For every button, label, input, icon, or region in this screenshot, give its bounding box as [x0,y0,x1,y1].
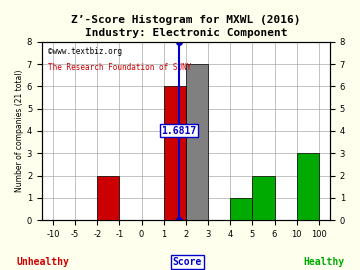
Bar [252,176,275,220]
Bar [297,153,319,220]
Bar [230,198,252,220]
Y-axis label: Number of companies (21 total): Number of companies (21 total) [15,70,24,192]
Text: Unhealthy: Unhealthy [17,257,69,267]
Bar [97,176,120,220]
Text: Score: Score [172,257,202,267]
Title: Z’-Score Histogram for MXWL (2016)
Industry: Electronic Component: Z’-Score Histogram for MXWL (2016) Indus… [71,15,301,38]
Bar [186,64,208,220]
Text: ©www.textbiz.org: ©www.textbiz.org [48,47,122,56]
Text: The Research Foundation of SUNY: The Research Foundation of SUNY [48,63,191,72]
Bar [164,86,186,220]
Text: Healthy: Healthy [303,257,345,267]
Text: 1.6817: 1.6817 [161,126,197,136]
